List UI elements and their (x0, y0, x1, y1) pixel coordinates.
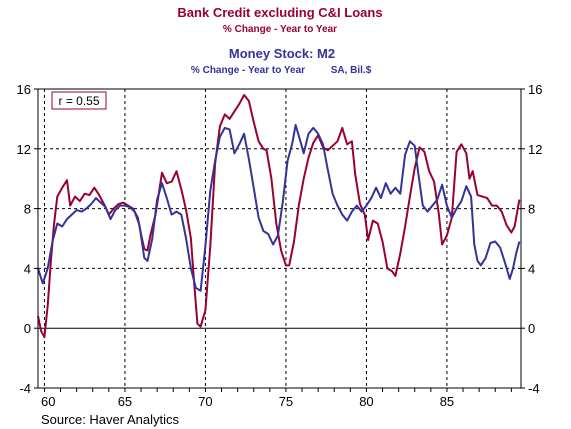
y-tick-label-left: 16 (17, 82, 31, 97)
chart-title: Bank Credit excluding C&I Loans (177, 5, 382, 20)
tick-layer: 16 16 12 12 8 8 4 4 0 0 -4 -4 60 65 70 75 80 85 (17, 82, 543, 409)
x-tick-label: 65 (118, 394, 132, 409)
x-tick-label: 80 (359, 394, 373, 409)
y-tick-label-left: 8 (24, 202, 31, 217)
y-tick-label-right: 16 (528, 82, 542, 97)
correlation-annotation: r = 0.55 (51, 91, 107, 110)
y-tick-label-left: 4 (24, 261, 31, 276)
x-tick-label: 75 (279, 394, 293, 409)
y-tick-label-left: 0 (24, 321, 31, 336)
x-tick-label: 70 (198, 394, 212, 409)
annotation-text: r = 0.55 (58, 94, 99, 108)
x-tick-label: 60 (41, 394, 55, 409)
x-tick-label: 85 (440, 394, 454, 409)
grid (38, 89, 521, 388)
chart-subtitle: % Change - Year to Year (223, 24, 337, 35)
y-tick-label-right: -4 (528, 381, 540, 396)
y-tick-label-left: -4 (19, 381, 31, 396)
y-tick-label-right: 8 (528, 202, 535, 217)
y-tick-label-left: 12 (17, 142, 31, 157)
plot-frame (37, 88, 522, 389)
y-tick-label-right: 4 (528, 261, 535, 276)
series-line-m2 (37, 123, 521, 292)
series-layer (37, 94, 521, 339)
series-line-bank-credit (37, 94, 521, 339)
y-tick-label-right: 12 (528, 142, 542, 157)
y-tick-label-right: 0 (528, 321, 535, 336)
chart-subtitle-2: % Change - Year to Year (191, 65, 305, 76)
chart-subtitle-2-note: SA, Bil.$ (331, 65, 372, 76)
annotation-box (51, 91, 107, 110)
source-note: Source: Haver Analytics (41, 412, 180, 427)
chart-title-2: Money Stock: M2 (229, 46, 335, 61)
